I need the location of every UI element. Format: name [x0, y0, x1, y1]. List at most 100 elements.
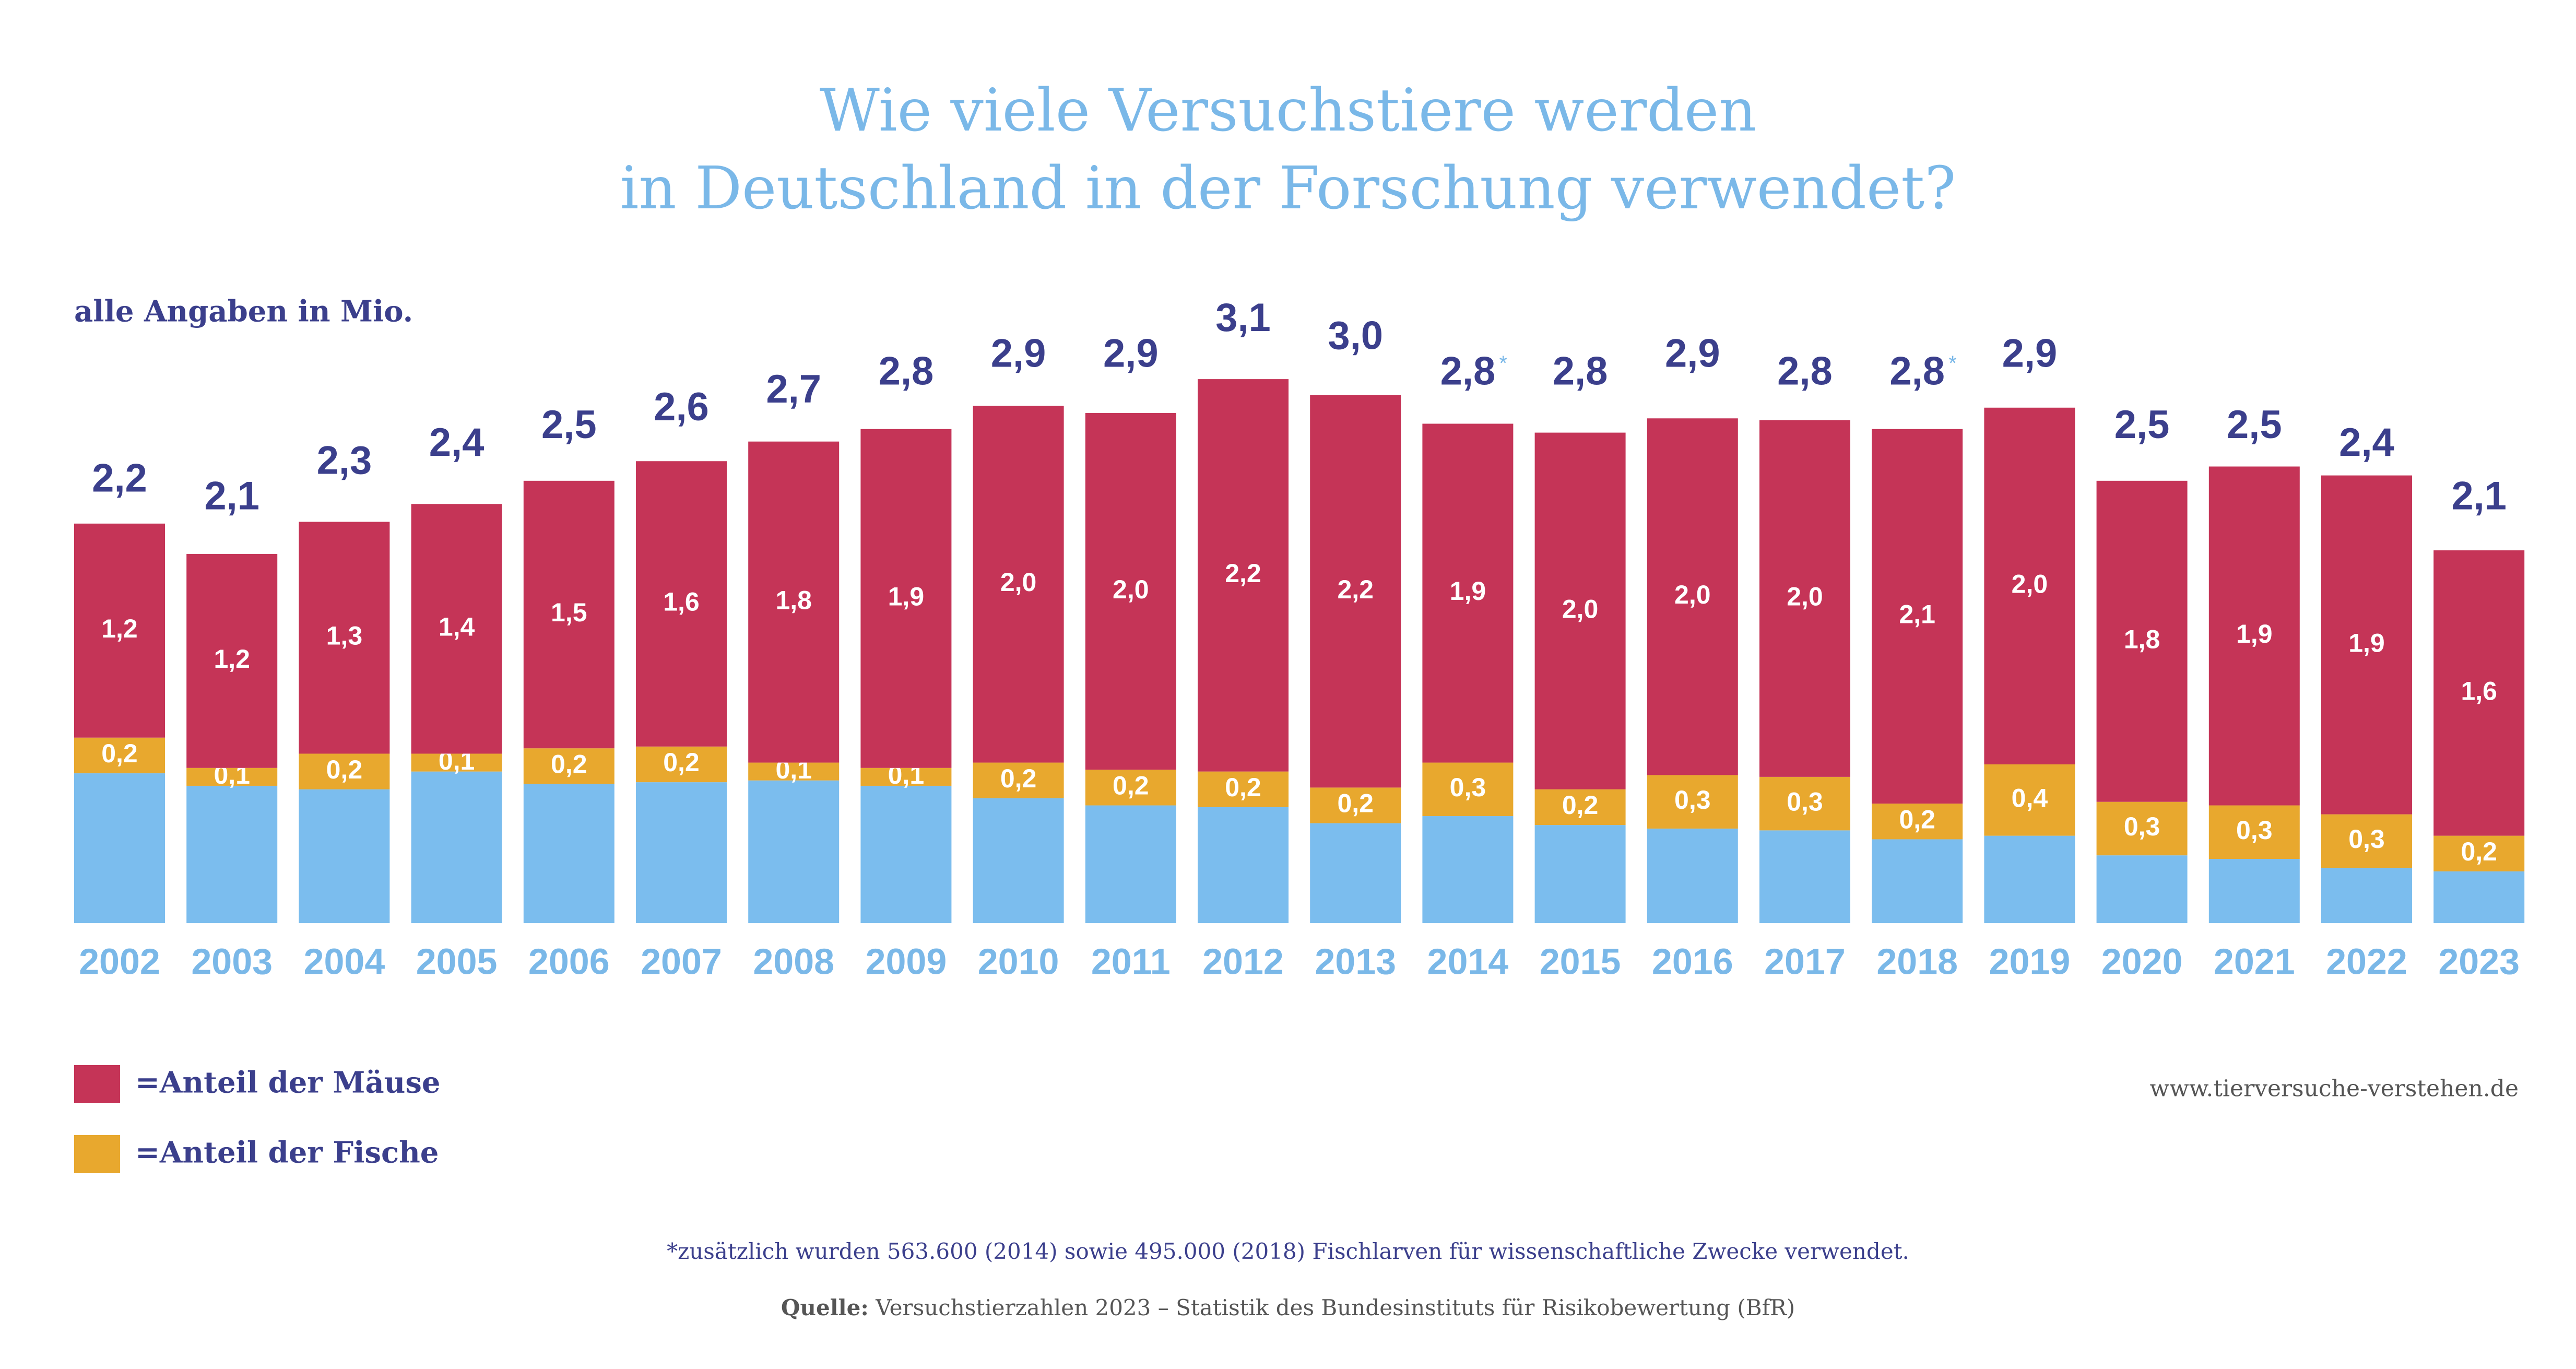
- website: www.tierversuche-verstehen.de: [2150, 1076, 2519, 1102]
- bar-segment: [74, 773, 165, 923]
- legend-swatch: [74, 1135, 120, 1173]
- bar-segment: [1198, 379, 1289, 772]
- bar-segment: [748, 780, 840, 923]
- value-label: 1,9: [888, 582, 925, 611]
- x-tick-label: 2013: [1315, 941, 1396, 982]
- value-label: 0,2: [2461, 837, 2497, 866]
- legend-label: =Anteil der Mäuse: [135, 1066, 441, 1100]
- x-tick-label: 2020: [2101, 941, 2183, 982]
- total-label: 2,5: [2114, 403, 2170, 447]
- value-label: 2,0: [1787, 582, 1823, 611]
- value-label: 0,4: [2012, 783, 2048, 812]
- value-label: 1,2: [214, 644, 250, 674]
- x-tick-label: 2008: [753, 941, 834, 982]
- bar-segment: [2433, 871, 2525, 923]
- x-tick-label: 2002: [79, 941, 160, 982]
- total-label: 2,5: [2227, 403, 2282, 447]
- value-label: 0,2: [1899, 805, 1935, 834]
- bar-segment: [1984, 764, 2075, 836]
- value-label: 1,5: [551, 598, 587, 627]
- bar-segment: [2208, 859, 2300, 923]
- bar-segment: [411, 504, 502, 754]
- value-label: 0,3: [2236, 816, 2273, 845]
- total-label: 2,8: [879, 349, 934, 394]
- value-label: 0,3: [1450, 773, 1486, 802]
- total-label: 2,7: [766, 367, 821, 411]
- bar-segment: [636, 782, 727, 923]
- bar-segment: [1310, 823, 1401, 923]
- bar-segment: [299, 522, 390, 754]
- value-label: 0,2: [1337, 789, 1374, 818]
- value-label: 0,3: [2124, 812, 2160, 841]
- bar-segment: [1085, 770, 1176, 806]
- value-label: 0,3: [2348, 824, 2385, 854]
- chart-title: Wie viele Versuchstiere werden: [820, 77, 1757, 145]
- source-label: Quelle:: [781, 1295, 869, 1320]
- value-label: 2,0: [1000, 568, 1037, 597]
- value-label: 2,0: [1674, 580, 1711, 609]
- x-tick-label: 2022: [2326, 941, 2407, 982]
- bar-segment: [2096, 801, 2188, 856]
- bar-segment: [1422, 423, 1514, 763]
- x-tick-label: 2015: [1540, 941, 1621, 982]
- bar-segment: [2321, 868, 2412, 923]
- footnote-marker: *: [1499, 352, 1507, 375]
- bar-segment: [636, 746, 727, 783]
- value-label: 1,6: [663, 587, 700, 617]
- bar-segment: [1759, 420, 1850, 777]
- bar-segment: [411, 753, 502, 772]
- total-label: 2,8: [1889, 349, 1945, 394]
- bar-segment: [1759, 776, 1850, 831]
- bar-segment: [1984, 835, 2075, 923]
- x-tick-label: 2019: [1989, 941, 2071, 982]
- value-label: 0,2: [1113, 771, 1149, 800]
- bar-segment: [1647, 418, 1738, 775]
- bar-segment: [1198, 807, 1289, 923]
- bar-segment: [1984, 407, 2075, 764]
- x-tick-label: 2016: [1652, 941, 1733, 982]
- total-label: 2,5: [541, 403, 597, 447]
- value-label: 2,2: [1225, 559, 1261, 588]
- x-tick-label: 2006: [528, 941, 610, 982]
- bar-segment: [299, 789, 390, 923]
- value-label: 1,6: [2461, 677, 2497, 706]
- x-tick-label: 2023: [2438, 941, 2520, 982]
- bar-segment: [1872, 804, 1963, 840]
- x-tick-label: 2010: [978, 941, 1059, 982]
- value-label: 1,2: [101, 614, 138, 643]
- bar-segment: [860, 768, 952, 786]
- x-tick-label: 2018: [1876, 941, 1958, 982]
- value-label: 1,3: [326, 621, 363, 651]
- bar-segment: [1534, 432, 1626, 789]
- value-label: 0,2: [551, 750, 587, 779]
- bar-segment: [1085, 805, 1176, 923]
- total-label: 2,4: [2339, 420, 2394, 465]
- bar-segment: [299, 753, 390, 789]
- value-label: 2,1: [1899, 600, 1935, 629]
- bar-segment: [973, 762, 1064, 798]
- x-tick-label: 2007: [641, 941, 722, 982]
- x-tick-label: 2017: [1764, 941, 1846, 982]
- legend-label: =Anteil der Fische: [135, 1136, 439, 1170]
- value-label: 2,2: [1337, 575, 1374, 604]
- total-label: 3,1: [1215, 296, 1271, 340]
- bar-segment: [2433, 835, 2525, 871]
- bar-segment: [748, 441, 840, 763]
- total-label: 2,1: [204, 474, 259, 518]
- total-label: 2,4: [429, 420, 485, 465]
- footnote-marker: *: [1948, 352, 1957, 375]
- total-label: 2,8: [1553, 349, 1608, 394]
- bar-segment: [1310, 395, 1401, 788]
- total-label: 2,9: [991, 331, 1046, 375]
- bar-segment: [186, 785, 278, 923]
- bar-segment: [2321, 814, 2412, 868]
- value-label: 2,0: [1113, 575, 1149, 604]
- subtitle: alle Angaben in Mio.: [74, 294, 413, 329]
- value-label: 0,2: [663, 748, 700, 777]
- bar-segment: [186, 768, 278, 786]
- bar-segment: [973, 406, 1064, 763]
- value-label: 1,8: [775, 585, 812, 615]
- bar-segment: [2096, 480, 2188, 802]
- bar-segment: [2096, 855, 2188, 923]
- bar-segment: [186, 553, 278, 768]
